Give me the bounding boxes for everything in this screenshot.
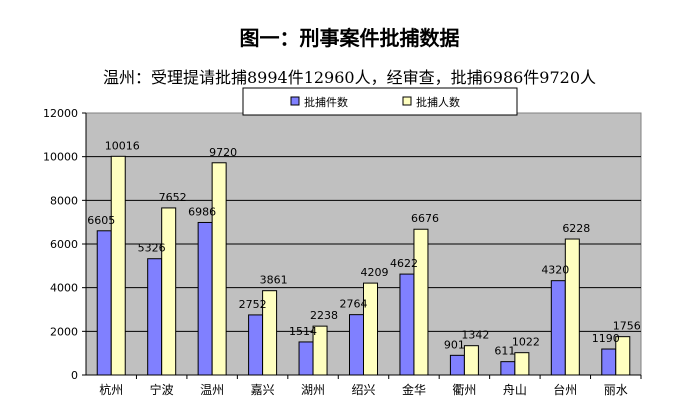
chart-title: 图一：刑事案件批捕数据 — [239, 26, 460, 50]
data-label: 2238 — [310, 309, 338, 322]
bar-people — [413, 228, 429, 376]
axes: 0 2000 4000 6000 8000 10000 12000 杭州 宁波 温州 嘉兴 湖州 绍兴 金… — [43, 107, 642, 397]
data-label: 6605 — [87, 214, 115, 227]
bar-people — [211, 162, 227, 376]
bar-cases — [500, 361, 516, 376]
data-label: 6228 — [562, 222, 590, 235]
data-label: 901 — [444, 338, 465, 351]
data-label: 5326 — [138, 242, 166, 255]
x-tick-label: 金华 — [402, 382, 426, 397]
y-tick-label: 4000 — [50, 282, 78, 295]
bar-people — [161, 207, 177, 376]
data-label: 1342 — [461, 329, 489, 342]
bar-cases — [349, 314, 364, 376]
chart-subtitle: 温州：受理提请批捕8994件12960人，经审查，批捕6986件9720人 — [102, 68, 597, 87]
x-tick-label: 嘉兴 — [251, 383, 275, 397]
data-label: 1756 — [613, 320, 641, 333]
legend-swatch-people — [402, 96, 412, 106]
x-tick-label: 杭州 — [99, 382, 123, 397]
x-tick-label: 丽水 — [604, 383, 628, 397]
data-label: 7652 — [159, 191, 187, 204]
x-tick-label: 温州 — [200, 383, 224, 397]
legend-box — [242, 87, 518, 116]
bar-cases — [399, 273, 415, 376]
y-tick-label: 8000 — [50, 194, 78, 207]
data-label: 10016 — [105, 139, 140, 152]
bar-cases — [298, 341, 314, 376]
x-tick-label: 台州 — [553, 382, 577, 397]
x-tick-label: 衢州 — [452, 383, 476, 397]
data-label: 2752 — [239, 298, 267, 311]
data-label: 1022 — [512, 336, 540, 349]
x-tick-label: 舟山 — [503, 383, 527, 397]
data-label: 4622 — [390, 257, 418, 270]
y-tick-label: 2000 — [50, 325, 78, 338]
legend-label-cases: 批捕件数 — [304, 95, 348, 109]
bar-people — [514, 352, 530, 376]
bar-cases — [550, 280, 566, 376]
data-label: 4320 — [541, 264, 569, 277]
y-tick-label: 6000 — [50, 238, 78, 251]
legend: 批捕件数 批捕人数 — [242, 87, 518, 116]
data-label: 611 — [494, 345, 515, 358]
gridlines — [86, 156, 641, 332]
y-tick-label: 10000 — [43, 151, 78, 164]
legend-swatch-cases — [290, 96, 300, 106]
data-label: 4209 — [361, 266, 389, 279]
bar-cases — [147, 258, 163, 376]
bar-cases — [197, 221, 213, 376]
x-tick-label: 湖州 — [301, 382, 325, 397]
x-tick-label: 绍兴 — [351, 383, 375, 397]
data-label: 3861 — [260, 274, 288, 287]
bar-people — [564, 238, 580, 376]
bar-cases — [248, 314, 264, 376]
data-label: 1514 — [289, 325, 317, 338]
bar-cases — [449, 354, 465, 376]
x-tick-label: 宁波 — [150, 382, 174, 397]
data-label: 2764 — [340, 298, 368, 311]
y-tick-label: 12000 — [43, 107, 78, 120]
bar-people — [110, 155, 126, 376]
data-label: 9720 — [209, 146, 237, 159]
data-label: 6676 — [411, 212, 439, 225]
bar-cases — [96, 230, 112, 376]
data-label: 6986 — [188, 205, 216, 218]
bar-people — [463, 345, 479, 376]
y-tick-label: 0 — [71, 369, 78, 382]
data-label: 1190 — [592, 332, 620, 345]
legend-label-people: 批捕人数 — [416, 95, 460, 109]
bar-cases — [601, 348, 617, 376]
